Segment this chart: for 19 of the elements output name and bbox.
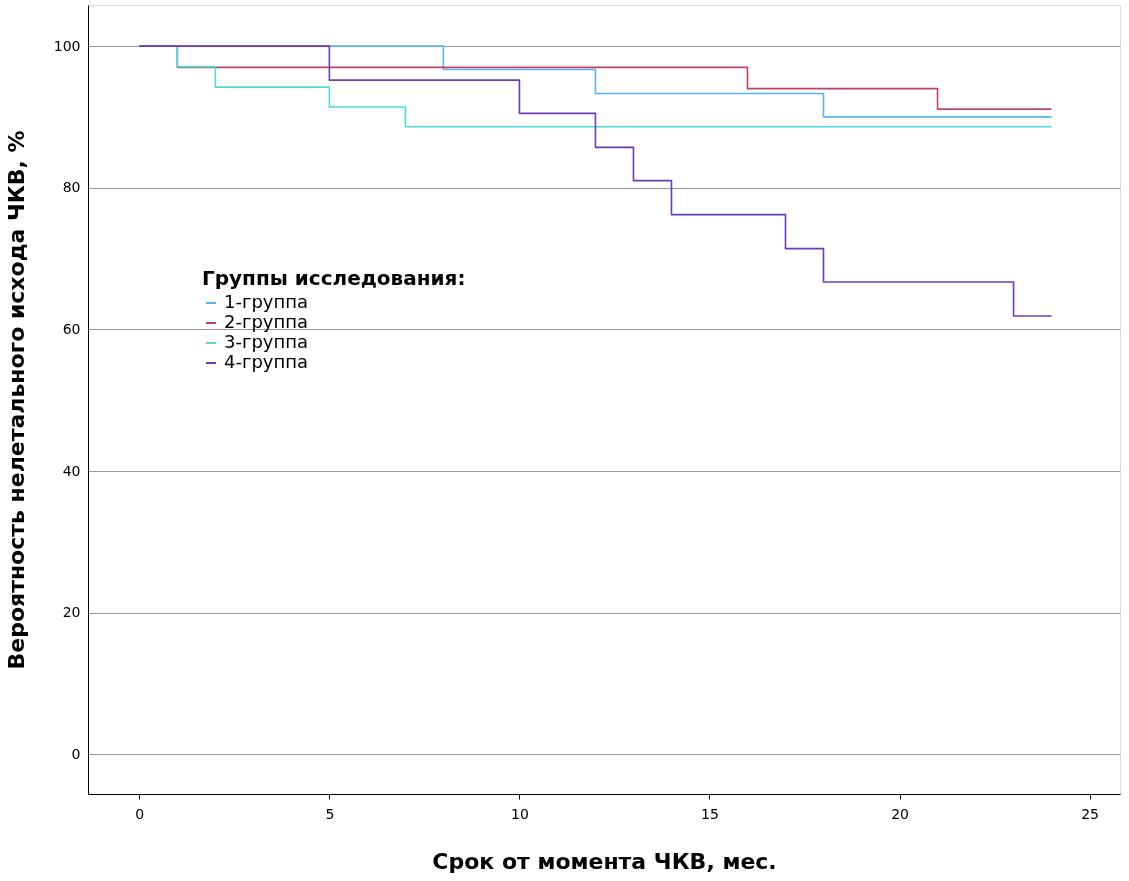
x-tick-label: 10	[511, 805, 529, 822]
y-tick-label: 60	[62, 320, 81, 337]
y-tick-label: 20	[62, 604, 81, 621]
legend-label: 3-группа	[224, 331, 309, 352]
y-tick-label: 40	[62, 462, 81, 479]
x-tick-label: 0	[135, 805, 145, 822]
y-tick-label: 0	[71, 745, 81, 762]
x-tick-label: 20	[891, 805, 909, 822]
legend-label: 2-группа	[224, 311, 309, 332]
legend-label: 1-группа	[224, 291, 309, 312]
legend-title: Группы исследования:	[202, 266, 466, 290]
x-tick-label: 15	[701, 805, 719, 822]
x-tick-label: 25	[1081, 805, 1100, 822]
y-tick-label: 80	[62, 179, 81, 196]
y-axis-title: Вероятность нелетального исхода ЧКВ, %	[3, 130, 29, 670]
y-tick-label: 100	[53, 37, 81, 54]
legend-label: 4-группа	[224, 351, 309, 372]
x-tick-label: 5	[325, 805, 335, 822]
x-axis-title: Срок от момента ЧКВ, мес.	[432, 848, 777, 874]
